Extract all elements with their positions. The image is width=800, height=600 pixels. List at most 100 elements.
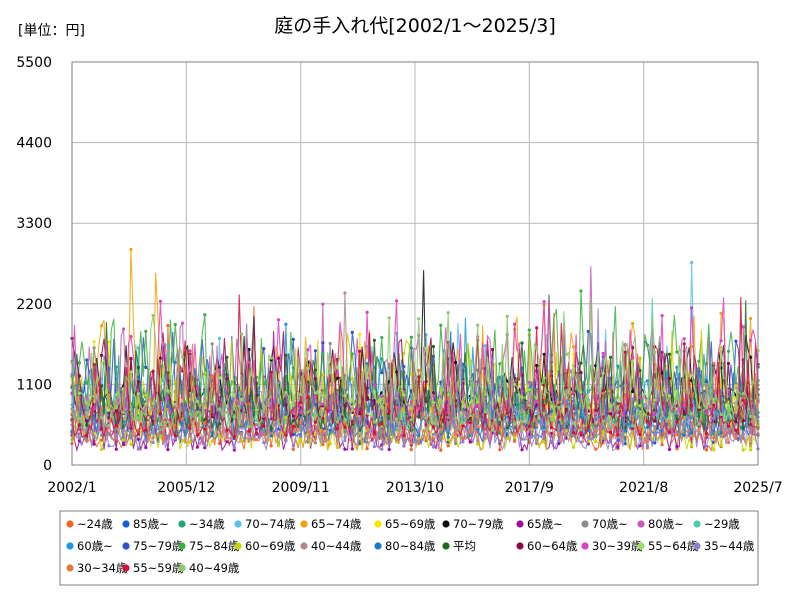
data-point [77, 432, 81, 436]
data-point [166, 323, 170, 328]
data-point [313, 349, 317, 353]
data-point [350, 420, 354, 424]
data-point [623, 350, 627, 354]
data-point [151, 408, 155, 412]
data-point [653, 441, 657, 445]
data-point [387, 442, 391, 446]
data-point [365, 436, 369, 440]
legend-entry: 75~79歳 [122, 539, 184, 553]
data-point [350, 408, 354, 412]
data-point [549, 431, 554, 435]
data-point [181, 380, 185, 384]
data-point [122, 442, 126, 447]
data-point [372, 383, 376, 387]
legend-label: 80歳~ [648, 517, 684, 531]
data-point [594, 411, 598, 416]
data-point [99, 416, 104, 420]
data-point [535, 433, 539, 437]
data-point [350, 330, 354, 334]
data-point [572, 345, 576, 349]
data-point [697, 427, 701, 431]
data-point [107, 383, 111, 387]
data-point [195, 386, 199, 391]
data-point [99, 427, 104, 431]
data-point [335, 445, 340, 449]
data-point [321, 416, 325, 420]
data-point [645, 444, 650, 448]
data-point [557, 415, 561, 419]
y-axis-ticks: 0 1100 2200 3300 4400 5500 [16, 55, 52, 474]
data-point [682, 337, 686, 341]
data-point [439, 448, 443, 452]
data-point [623, 442, 627, 446]
data-point [181, 439, 185, 443]
data-point [151, 440, 155, 445]
data-point [675, 396, 679, 401]
data-point [114, 409, 118, 413]
data-point [741, 448, 745, 452]
data-point [306, 435, 310, 439]
legend-marker [374, 520, 382, 528]
data-point [158, 356, 163, 360]
data-point [181, 417, 185, 421]
legend-entry: 65~69歳 [374, 517, 436, 531]
data-point [335, 388, 340, 392]
data-point [158, 423, 163, 427]
data-point [203, 427, 207, 431]
data-point [299, 400, 303, 405]
data-point [645, 379, 650, 383]
data-point [335, 439, 340, 443]
data-point [601, 391, 605, 395]
data-point [439, 323, 443, 327]
data-point [247, 437, 251, 441]
data-point [188, 440, 192, 444]
legend-marker [637, 542, 645, 550]
legend-marker [693, 520, 701, 528]
data-point [572, 421, 576, 425]
data-point [424, 393, 428, 397]
data-point [490, 428, 495, 432]
data-point [608, 412, 613, 416]
data-point [439, 427, 443, 432]
data-point [328, 410, 332, 415]
data-point [240, 332, 244, 336]
data-point [675, 350, 679, 354]
legend-label: 80~84歳 [385, 539, 436, 553]
data-point [365, 447, 369, 451]
data-point [203, 431, 207, 435]
legend-entry: 30~39歳 [581, 539, 643, 553]
data-point [424, 346, 428, 350]
legend-label: 70~74歳 [245, 517, 296, 531]
unit-label: [単位：円] [18, 23, 85, 39]
data-point [749, 338, 753, 342]
legend-entry: 80~84歳 [374, 539, 436, 553]
legend-marker [234, 520, 242, 528]
data-point [144, 412, 148, 416]
data-point [667, 412, 672, 416]
data-point [77, 374, 81, 378]
data-point [358, 332, 362, 336]
data-point [107, 444, 111, 448]
data-point [682, 398, 686, 402]
data-point [129, 407, 133, 412]
data-point [92, 346, 96, 350]
data-point [343, 438, 347, 443]
data-point [402, 411, 406, 415]
data-point [299, 411, 303, 415]
data-point [476, 400, 480, 404]
data-point [203, 371, 207, 375]
data-point [690, 373, 694, 377]
data-point [210, 439, 214, 443]
legend-marker [178, 542, 186, 550]
data-point [726, 408, 731, 412]
data-point [505, 411, 509, 415]
legend-label: ~29歳 [704, 517, 740, 531]
data-point [535, 396, 539, 400]
series-path [71, 294, 759, 432]
data-point [564, 353, 568, 357]
data-point [579, 433, 583, 437]
data-point [217, 369, 222, 374]
data-point [594, 408, 598, 412]
data-point [129, 442, 133, 446]
data-point [542, 440, 546, 444]
